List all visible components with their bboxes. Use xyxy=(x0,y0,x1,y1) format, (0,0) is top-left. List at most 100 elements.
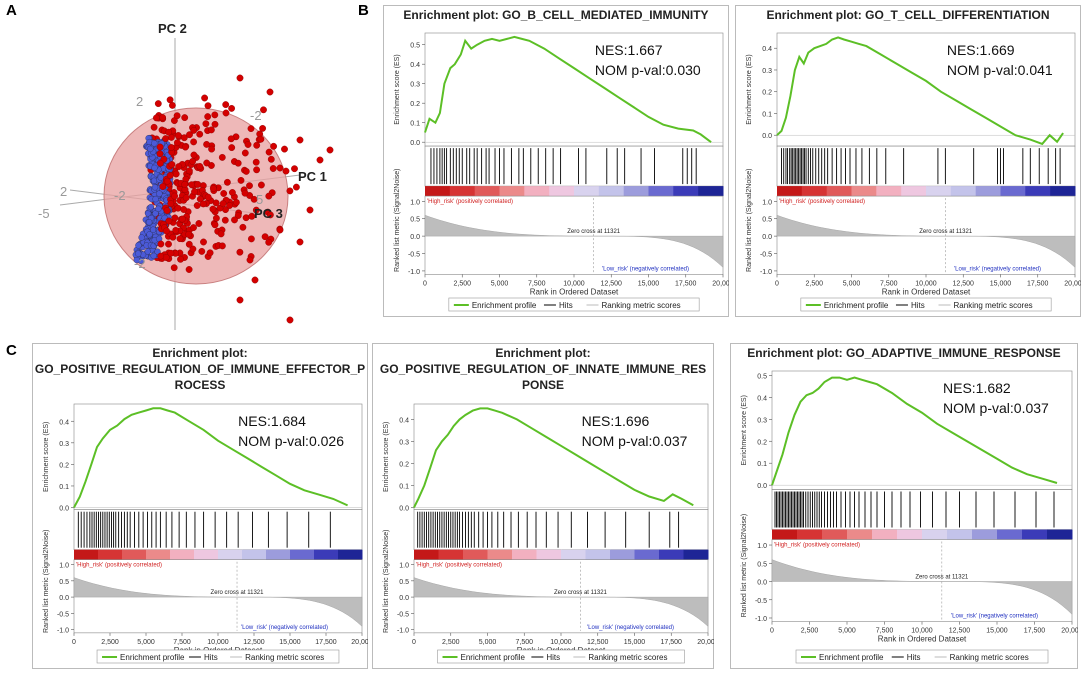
high-risk-point xyxy=(172,170,180,178)
high-risk-point xyxy=(306,206,314,214)
high-risk-point xyxy=(261,233,269,241)
high-risk-point xyxy=(171,214,179,222)
rank-color-bar-segment xyxy=(648,186,674,197)
low-risk-point xyxy=(147,145,154,153)
high-risk-point xyxy=(227,135,235,143)
high-risk-point xyxy=(177,255,184,263)
high-risk-point xyxy=(159,183,167,191)
es-ytick-label: 0.0 xyxy=(399,505,409,512)
high-risk-point xyxy=(185,167,193,175)
low-risk-label: 'Low_risk' (negatively correlated) xyxy=(602,266,689,272)
hits-frame xyxy=(776,145,1076,187)
high-risk-point xyxy=(175,163,183,171)
high-risk-point xyxy=(244,141,252,148)
legend-label-metric: Ranking metric scores xyxy=(950,653,1029,662)
high-risk-point xyxy=(247,235,255,243)
high-risk-point xyxy=(163,227,170,235)
high-risk-point xyxy=(291,165,298,173)
rank-color-bar-segment xyxy=(623,186,649,197)
high-risk-point xyxy=(173,112,181,120)
legend-label-profile: Enrichment profile xyxy=(120,653,185,662)
metric-ylabel: Ranked list metric (Signal2Noise) xyxy=(741,514,748,617)
high-risk-label: 'High_risk' (positively correlated) xyxy=(416,563,502,569)
gsea-svg: Enrichment plot: GO_POSITIVE_REGULATION_O… xyxy=(32,343,373,669)
high-risk-point xyxy=(178,215,186,223)
es-ytick-label: 0.0 xyxy=(762,133,772,140)
tick-pc2-neg: -2 xyxy=(134,256,146,271)
plot-title-line: GO_POSITIVE_REGULATION_OF_INNATE_IMMUNE_… xyxy=(380,362,706,376)
low-risk-label: 'Low_risk' (negatively correlated) xyxy=(954,266,1041,272)
high-risk-point xyxy=(241,149,249,157)
xtick-label: 2,500 xyxy=(442,639,460,646)
high-risk-point xyxy=(250,195,258,203)
high-risk-point xyxy=(167,144,175,151)
rank-color-bar-segment xyxy=(98,549,123,560)
metric-ytick-label: -0.5 xyxy=(408,252,420,259)
low-risk-point xyxy=(135,250,142,257)
es-ytick-label: 0.1 xyxy=(399,483,409,490)
xtick-label: 15,000 xyxy=(279,639,301,646)
high-risk-point xyxy=(190,224,197,232)
high-risk-point xyxy=(236,296,244,304)
legend-label-profile: Enrichment profile xyxy=(461,653,526,662)
high-risk-point xyxy=(228,105,236,112)
high-risk-point xyxy=(212,199,220,207)
high-risk-point xyxy=(246,182,253,190)
metric-ytick-label: 1.0 xyxy=(410,199,420,206)
high-risk-point xyxy=(217,230,225,238)
zero-cross-label: Zero cross at 11321 xyxy=(554,590,608,596)
metric-ytick-label: -0.5 xyxy=(397,611,409,618)
high-risk-point xyxy=(166,96,174,104)
high-risk-point xyxy=(286,316,294,324)
high-risk-point xyxy=(209,205,217,213)
high-risk-point xyxy=(269,165,277,172)
xtick-label: 0 xyxy=(412,639,416,646)
rank-color-bar-segment xyxy=(659,549,684,560)
rank-color-bar-segment xyxy=(872,529,898,540)
xtick-label: 2,500 xyxy=(453,280,471,287)
legend-label-metric: Ranking metric scores xyxy=(588,653,667,662)
high-risk-point xyxy=(209,184,217,192)
legend-label-profile: Enrichment profile xyxy=(824,301,889,310)
es-ytick-label: 0.2 xyxy=(59,462,69,469)
high-risk-point xyxy=(166,171,174,179)
xtick-label: 20,000 xyxy=(351,639,368,646)
es-ytick-label: 0.3 xyxy=(399,439,409,446)
high-risk-point xyxy=(208,145,216,153)
es-ylabel: Enrichment score (ES) xyxy=(741,395,748,465)
high-risk-point xyxy=(257,135,265,143)
es-ylabel: Enrichment score (ES) xyxy=(43,422,50,492)
high-risk-point xyxy=(212,214,220,222)
rank-color-bar-segment xyxy=(822,529,848,540)
legend-label-metric: Ranking metric scores xyxy=(954,301,1033,310)
xtick-label: 15,000 xyxy=(986,628,1008,635)
metric-ylabel: Ranked list metric (Signal2Noise) xyxy=(394,169,401,272)
high-risk-point xyxy=(296,238,304,246)
plot-title-line: Enrichment plot: GO_T_CELL_DIFFERENTIATI… xyxy=(766,8,1049,22)
high-risk-point xyxy=(167,249,175,257)
low-risk-point xyxy=(156,190,163,197)
high-risk-point xyxy=(276,226,284,234)
panel-label-b: B xyxy=(358,2,369,19)
xtick-label: 10,000 xyxy=(563,280,585,287)
rank-color-bar-segment xyxy=(1047,529,1073,540)
xtick-label: 5,000 xyxy=(843,280,861,287)
high-risk-point xyxy=(203,159,211,167)
rank-color-bar-segment xyxy=(338,549,363,560)
high-risk-point xyxy=(190,126,198,134)
rank-color-bar-segment xyxy=(698,186,724,197)
rank-color-bar-segment xyxy=(598,186,625,197)
nes-value: NES:1.682 xyxy=(943,380,1011,396)
high-risk-point xyxy=(220,190,228,197)
high-risk-point xyxy=(267,155,275,163)
gsea-svg: Enrichment plot: GO_POSITIVE_REGULATION_O… xyxy=(372,343,719,669)
es-ytick-label: 0.5 xyxy=(410,43,420,50)
pval-value: NOM p-val:0.026 xyxy=(238,433,344,449)
rank-color-bar-segment xyxy=(1025,186,1051,197)
high-risk-point xyxy=(203,140,211,148)
rank-color-bar-segment xyxy=(777,186,803,197)
low-risk-point xyxy=(155,205,162,212)
metric-ytick-label: 1.0 xyxy=(59,563,69,570)
es-ytick-label: 0.1 xyxy=(410,121,420,128)
es-ytick-label: 0.5 xyxy=(757,373,767,380)
